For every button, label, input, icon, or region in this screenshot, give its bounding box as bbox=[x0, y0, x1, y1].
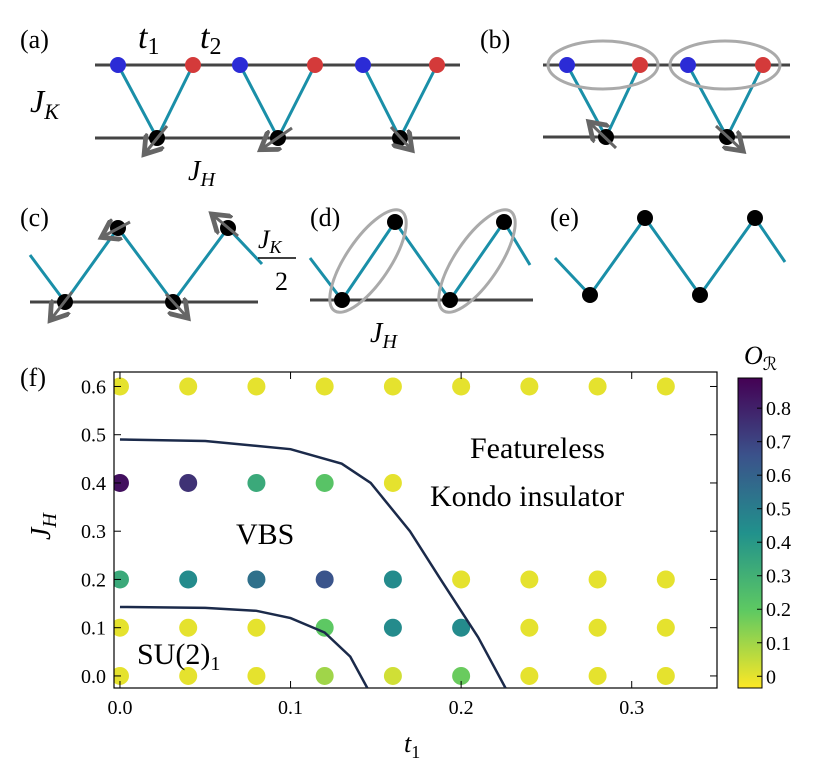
point bbox=[452, 618, 471, 637]
y-tick-label: 0.5 bbox=[81, 425, 106, 447]
point bbox=[520, 377, 539, 396]
plot-frame bbox=[113, 371, 718, 689]
jk-label: JK bbox=[30, 83, 60, 124]
point bbox=[520, 666, 539, 685]
point bbox=[656, 570, 675, 589]
y-tick-label: 0.2 bbox=[81, 569, 106, 591]
point bbox=[179, 377, 198, 396]
point bbox=[247, 570, 266, 589]
point bbox=[383, 473, 402, 492]
point bbox=[520, 570, 539, 589]
colorbar-tick-label: 0.5 bbox=[766, 499, 791, 521]
point bbox=[247, 377, 266, 396]
colorbar-tick-label: 0.3 bbox=[766, 566, 791, 588]
point bbox=[179, 473, 198, 492]
point bbox=[383, 666, 402, 685]
point bbox=[656, 618, 675, 637]
point bbox=[383, 377, 402, 396]
jh-label: JH bbox=[370, 318, 398, 353]
panel-c: (c) JK 2 bbox=[20, 203, 296, 318]
bond bbox=[238, 64, 317, 142]
panel-label: (d) bbox=[310, 203, 340, 232]
x-tick-label: 0.3 bbox=[619, 697, 644, 719]
point bbox=[114, 473, 129, 492]
point bbox=[315, 377, 334, 396]
colorbar-tick-label: 0.4 bbox=[766, 532, 791, 554]
point bbox=[315, 618, 334, 637]
annotation: Kondo insulator bbox=[430, 480, 624, 513]
point bbox=[588, 377, 607, 396]
annotation: VBS bbox=[236, 518, 294, 551]
point bbox=[114, 666, 129, 685]
point bbox=[179, 666, 198, 685]
point bbox=[114, 377, 129, 396]
y-tick-label: 0.0 bbox=[81, 666, 106, 688]
y-tick-label: 0.1 bbox=[81, 618, 106, 640]
colorbar-tick-label: 0.2 bbox=[766, 599, 791, 621]
y-tick-label: 0.3 bbox=[81, 521, 106, 543]
phase-boundary bbox=[119, 438, 507, 688]
point bbox=[383, 618, 402, 637]
plot bbox=[114, 377, 675, 685]
point bbox=[452, 377, 471, 396]
spin bbox=[389, 125, 410, 148]
x-tick-label: 0.2 bbox=[449, 697, 474, 719]
panel-label: (c) bbox=[20, 203, 49, 232]
point bbox=[179, 618, 198, 637]
panel-d: (d) JH bbox=[308, 203, 533, 353]
panel-label: (f) bbox=[20, 363, 46, 392]
colorbar-tick-label: 0.7 bbox=[766, 432, 791, 454]
y-tick-label: 0.4 bbox=[81, 473, 106, 495]
colorbar bbox=[737, 377, 763, 689]
bond bbox=[361, 64, 439, 142]
x-tick-label: 0.1 bbox=[278, 697, 303, 719]
t2-label: t2 bbox=[200, 19, 221, 60]
y-tick-label: 0.6 bbox=[81, 376, 106, 398]
point bbox=[520, 618, 539, 637]
point bbox=[452, 666, 471, 685]
colorbar-tick-label: 0.8 bbox=[766, 398, 791, 420]
point bbox=[383, 570, 402, 589]
panel-a: (a) t1 t2 JK JH bbox=[20, 19, 460, 191]
x-axis-label: t1 bbox=[404, 729, 420, 760]
point bbox=[247, 666, 266, 685]
panel-b: (b) bbox=[480, 25, 790, 149]
point bbox=[588, 570, 607, 589]
point bbox=[247, 618, 266, 637]
colorbar-tick-label: 0 bbox=[766, 666, 776, 688]
annotation: SU(2)1 bbox=[137, 638, 220, 675]
phase-boundary bbox=[119, 605, 369, 688]
colorbar-label: Oℛ bbox=[744, 341, 777, 374]
point bbox=[114, 570, 129, 589]
point bbox=[247, 473, 266, 492]
spin bbox=[146, 125, 169, 152]
colorbar-tick-label: 0.1 bbox=[766, 633, 791, 655]
point bbox=[114, 618, 129, 637]
t1-label: t1 bbox=[138, 19, 159, 60]
jk-half-den: 2 bbox=[275, 267, 288, 296]
point bbox=[588, 666, 607, 685]
point bbox=[315, 473, 334, 492]
bond bbox=[116, 64, 195, 142]
spin bbox=[263, 126, 293, 148]
point bbox=[588, 618, 607, 637]
point bbox=[179, 570, 198, 589]
point bbox=[656, 666, 675, 685]
point bbox=[315, 666, 334, 685]
panel-label: (e) bbox=[550, 203, 579, 232]
y-axis-label: JH bbox=[26, 512, 61, 540]
point bbox=[315, 570, 334, 589]
panel-e: (e) bbox=[550, 203, 787, 303]
points bbox=[114, 377, 675, 685]
jh-label: JH bbox=[188, 156, 216, 191]
panel-label: (b) bbox=[480, 25, 510, 54]
point bbox=[656, 377, 675, 396]
point bbox=[452, 570, 471, 589]
colorbar-tick-label: 0.6 bbox=[766, 465, 791, 487]
panel-label: (a) bbox=[20, 25, 49, 54]
x-tick-label: 0.0 bbox=[107, 697, 132, 719]
jk-half-num: JK bbox=[258, 225, 283, 257]
annotation: Featureless bbox=[470, 432, 605, 465]
